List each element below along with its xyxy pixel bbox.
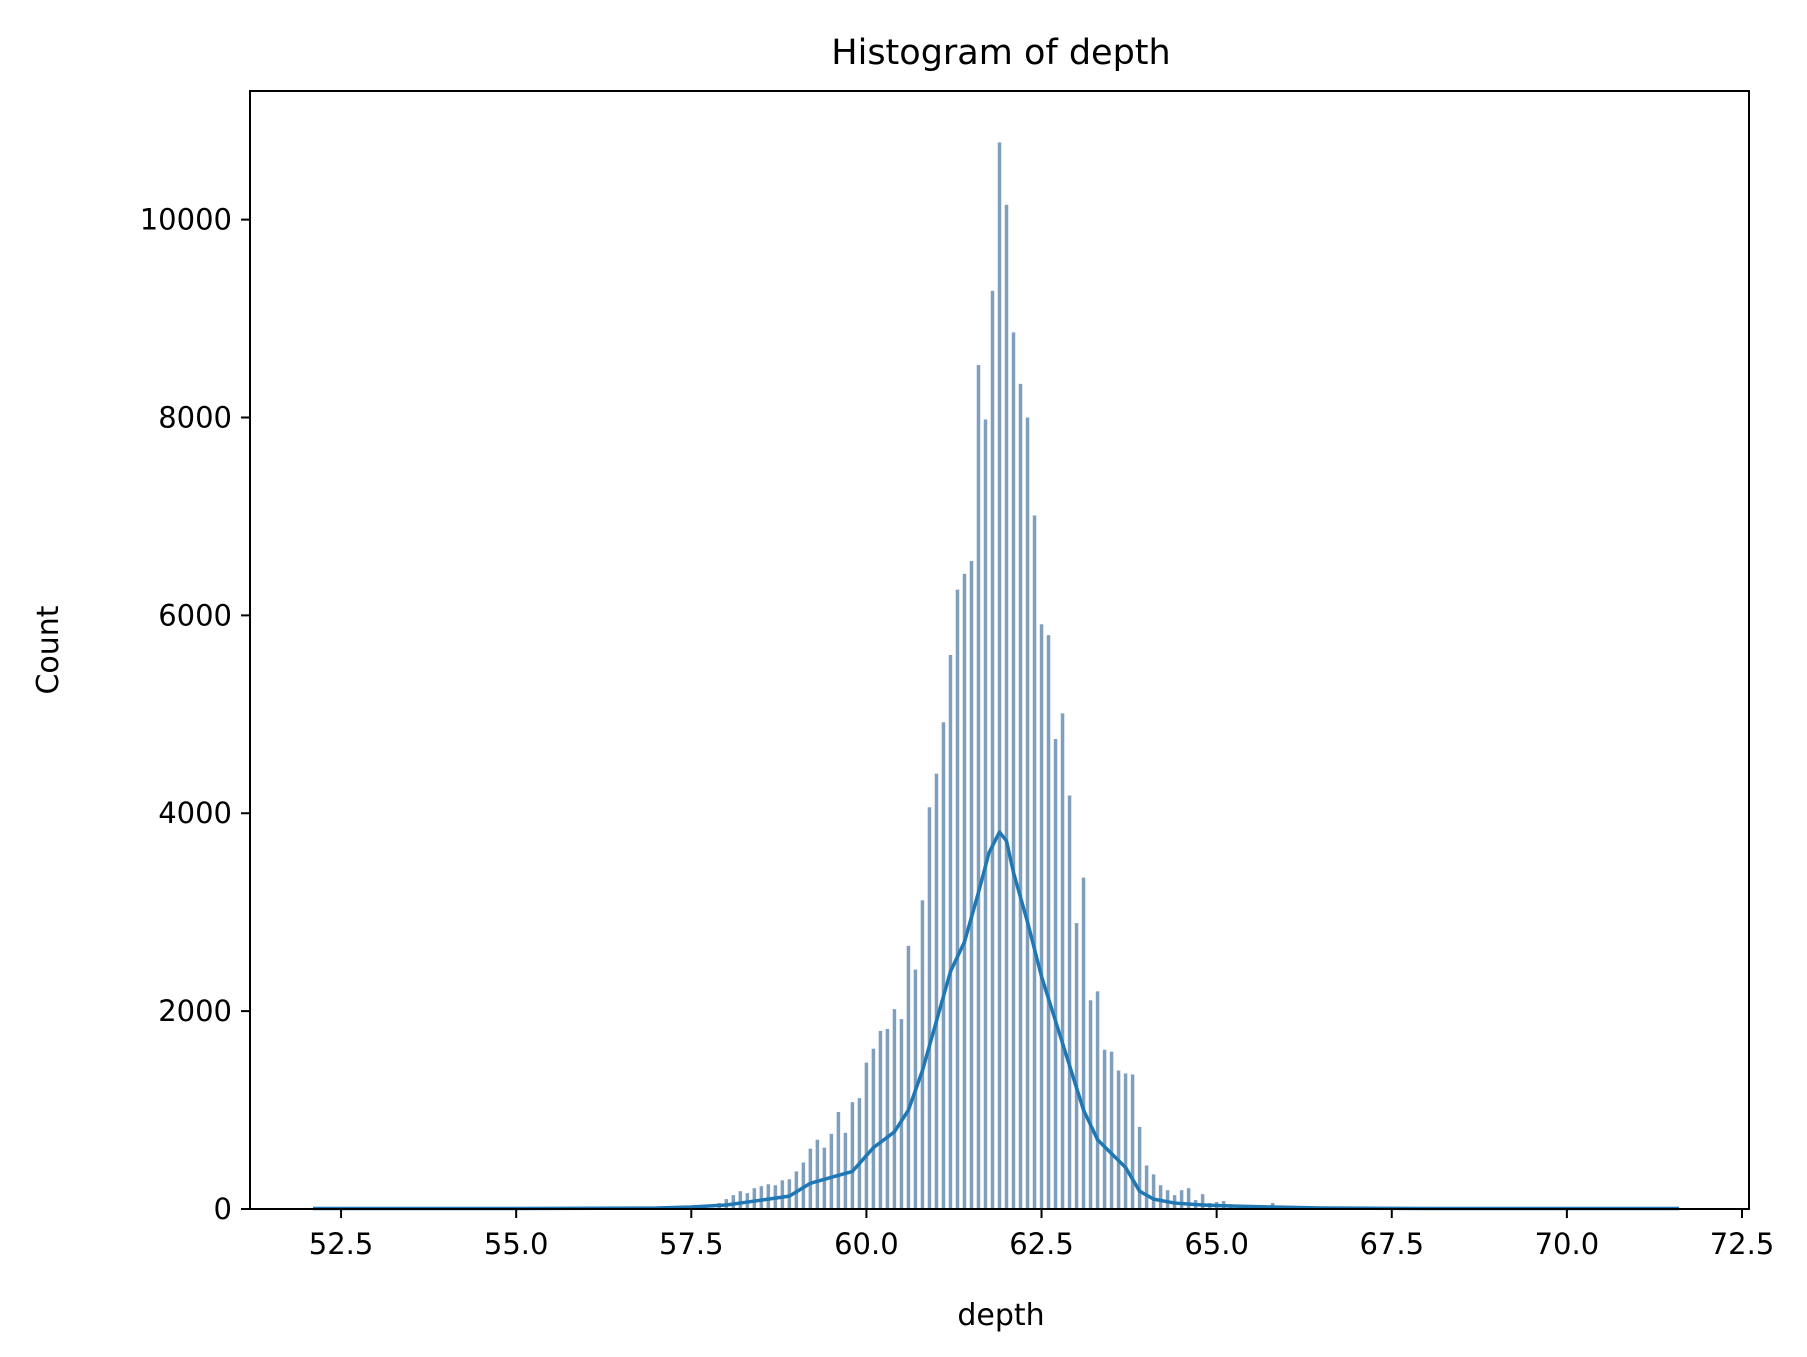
- kde-line: [313, 830, 1679, 1211]
- histogram-bar: [780, 1180, 785, 1209]
- histogram-bar: [843, 1132, 848, 1209]
- histogram-bar: [962, 573, 967, 1209]
- histogram-bar: [1018, 383, 1023, 1209]
- histogram-bar: [1046, 635, 1051, 1209]
- y-axis-label: Count: [31, 605, 66, 694]
- x-tick-label: 70.0: [1535, 1227, 1600, 1261]
- histogram-bar: [885, 1028, 890, 1209]
- histogram-bar: [899, 1019, 904, 1209]
- histogram-bar: [864, 1062, 869, 1209]
- histogram-bar: [983, 419, 988, 1210]
- histogram-bar: [1095, 991, 1100, 1209]
- histogram-bar: [1025, 417, 1030, 1209]
- x-tick-label: 72.5: [1710, 1227, 1775, 1261]
- histogram-bar: [1032, 515, 1037, 1209]
- histogram-bar: [1074, 923, 1079, 1209]
- x-tick-label: 62.5: [1009, 1227, 1074, 1261]
- plot-frame: [249, 90, 1750, 1210]
- histogram-bar: [969, 560, 974, 1209]
- histogram-bar: [808, 1148, 813, 1209]
- histogram-bar: [1067, 795, 1072, 1209]
- histogram-bar: [1151, 1174, 1156, 1209]
- x-tick-label: 55.0: [484, 1227, 549, 1261]
- histogram-bar: [1081, 877, 1086, 1209]
- histogram-bar: [1179, 1190, 1184, 1209]
- histogram-bar: [948, 654, 953, 1209]
- x-tick-label: 67.5: [1359, 1227, 1424, 1261]
- histogram-bar: [955, 589, 960, 1209]
- histogram-bar: [871, 1048, 876, 1209]
- histogram-bar: [836, 1112, 841, 1209]
- histogram-bar: [1144, 1165, 1149, 1209]
- y-tick-label: 8000: [158, 400, 232, 434]
- histogram-bar: [920, 900, 925, 1209]
- chart-title: Histogram of depth: [831, 33, 1170, 73]
- histogram-bar: [738, 1191, 743, 1209]
- histogram-bar: [759, 1186, 764, 1209]
- y-axis: 0 2000 4000 6000 8000 10000: [140, 203, 250, 1226]
- x-tick-label: 57.5: [659, 1227, 724, 1261]
- histogram-bar: [1060, 713, 1065, 1209]
- histogram-bar: [976, 365, 981, 1209]
- histogram-bar: [752, 1188, 757, 1209]
- histogram-bar: [1109, 1051, 1114, 1209]
- histogram-bar: [1116, 1070, 1121, 1209]
- y-tick-label: 10000: [140, 203, 232, 237]
- histogram-bar: [1158, 1185, 1163, 1209]
- histogram-bar: [1053, 739, 1058, 1209]
- histogram-bar: [1130, 1074, 1135, 1209]
- histogram-bar: [857, 1098, 862, 1209]
- histogram-bar: [1039, 624, 1044, 1209]
- x-tick-label: 52.5: [309, 1227, 374, 1261]
- histogram-bar: [1165, 1190, 1170, 1209]
- histogram-bar: [1011, 332, 1016, 1209]
- histogram-bar: [941, 722, 946, 1209]
- histogram-bar: [906, 945, 911, 1209]
- histogram-bar: [878, 1030, 883, 1209]
- histogram-bar: [990, 290, 995, 1210]
- histogram-bar: [1004, 204, 1009, 1209]
- x-tick-label: 65.0: [1184, 1227, 1249, 1261]
- histogram-bar: [934, 773, 939, 1209]
- histogram-bar: [1123, 1073, 1128, 1209]
- histogram-bar: [1200, 1194, 1205, 1209]
- histogram-bar: [766, 1184, 771, 1209]
- x-axis: 52.5 55.0 57.5 60.0 62.5 65.0 67.5 70.0 72.5: [309, 1209, 1775, 1261]
- histogram-bar: [997, 142, 1002, 1210]
- histogram-bar: [829, 1133, 834, 1209]
- y-tick-label: 0: [214, 1192, 232, 1226]
- histogram-bar: [731, 1195, 736, 1209]
- y-tick-label: 2000: [158, 994, 232, 1028]
- histogram-bar: [892, 1009, 897, 1209]
- histogram-bar: [1186, 1188, 1191, 1209]
- histogram-bar: [815, 1139, 820, 1209]
- x-axis-label: depth: [957, 1298, 1044, 1333]
- histogram-bar: [850, 1102, 855, 1209]
- histogram-bar: [1137, 1126, 1142, 1209]
- y-tick-label: 6000: [158, 598, 232, 632]
- histogram-bar: [1088, 1000, 1093, 1209]
- y-tick-label: 4000: [158, 796, 232, 830]
- x-tick-label: 60.0: [834, 1227, 899, 1261]
- histogram-bars: [717, 142, 1275, 1210]
- histogram-bar: [1102, 1049, 1107, 1209]
- histogram-bar: [927, 807, 932, 1209]
